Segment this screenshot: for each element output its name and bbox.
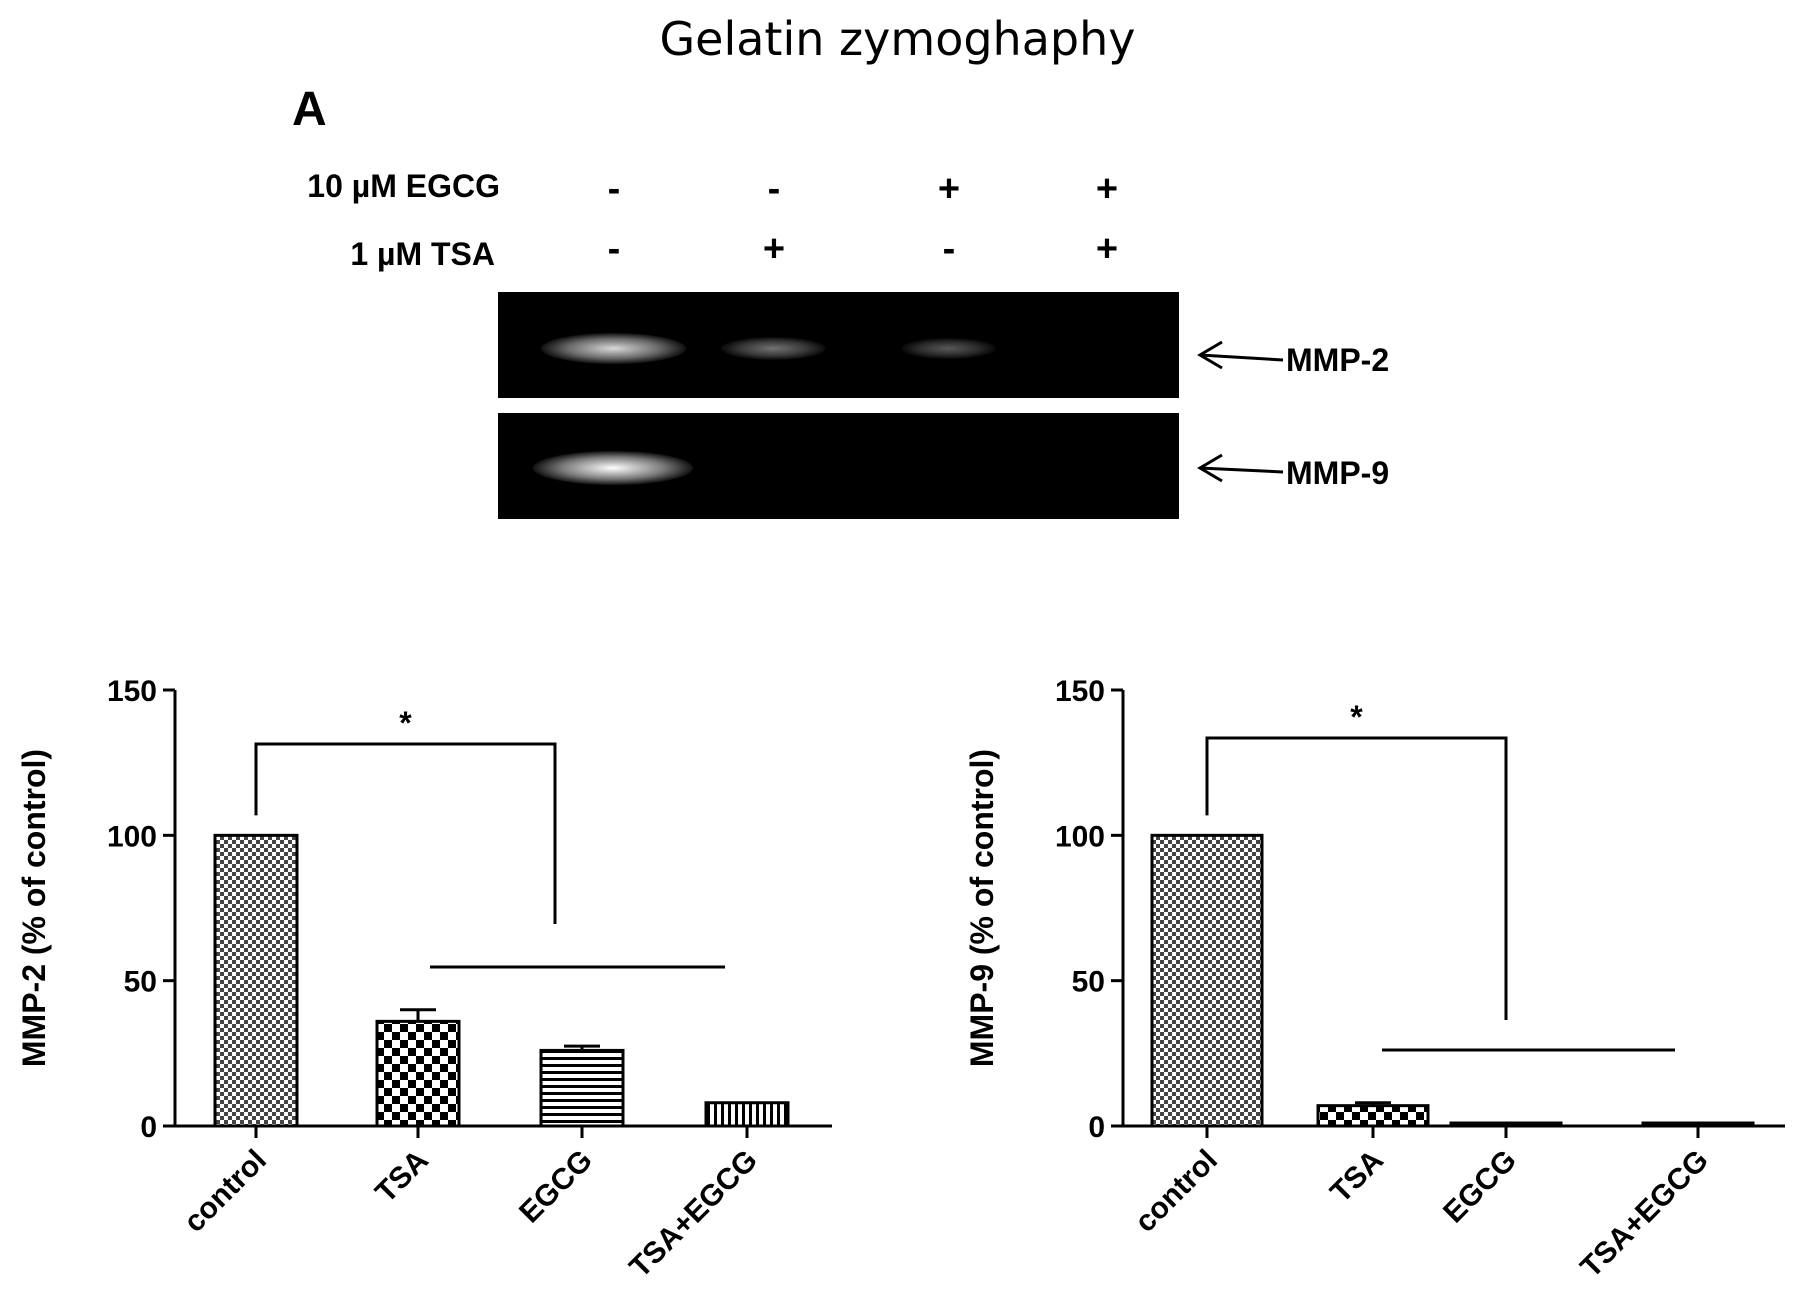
x-tick-label: TSA [1324, 1144, 1390, 1210]
gel-band-mmp-2-lane-3 [900, 337, 996, 359]
bar-egcg [539, 1048, 625, 1128]
y-tick-label: 100 [1055, 820, 1105, 853]
gel-band-mmp-9-lane-1 [533, 451, 693, 485]
bar-control [213, 833, 299, 1128]
bar-control [1150, 833, 1264, 1128]
sign-egcg-lane-3: + [937, 168, 961, 210]
x-tick-label: EGCG [513, 1144, 599, 1230]
bar-tsa+egcg [704, 1101, 790, 1128]
panel-label: A [292, 83, 327, 136]
condition-label-tsa: 1 µM TSA [350, 236, 495, 272]
condition-label-egcg: 10 µM EGCG [307, 168, 500, 204]
significance-bracket [254, 742, 557, 924]
figure-title: Gelatin zymoghaphy [659, 12, 1136, 66]
band-label-mmp-2: MMP-2 [1286, 342, 1390, 378]
y-axis-label: MMP-9 (% of control) [964, 749, 1000, 1067]
bar-tsa [1316, 1104, 1430, 1128]
gel-strip-mmp-9 [498, 413, 1179, 519]
sign-tsa-lane-4: + [1095, 228, 1119, 270]
sign-egcg-lane-1: - [607, 168, 621, 210]
x-tick-label: TSA+EGCG [1574, 1144, 1715, 1285]
x-tick-label: control [178, 1144, 273, 1239]
significance-star: * [399, 705, 412, 741]
sign-tsa-lane-1: - [607, 228, 621, 270]
sign-egcg-lane-4: + [1095, 168, 1119, 210]
x-tick-label: control [1129, 1144, 1224, 1239]
y-tick-label: 50 [124, 966, 157, 999]
significance-bracket [1205, 736, 1508, 1020]
gel-band-mmp-2-lane-2 [720, 336, 826, 360]
x-tick-label: TSA [369, 1144, 435, 1210]
significance-star: * [1350, 699, 1363, 735]
gel-strip-mmp-2 [498, 292, 1179, 398]
sign-tsa-lane-3: - [942, 228, 956, 270]
sign-egcg-lane-2: - [767, 168, 781, 210]
y-tick-label: 50 [1072, 966, 1105, 999]
y-tick-label: 0 [1088, 1111, 1105, 1144]
x-tick-label: TSA+EGCG [623, 1144, 764, 1285]
bar-tsa+egcg [1641, 1121, 1755, 1128]
x-tick-label: EGCG [1437, 1144, 1523, 1230]
sign-tsa-lane-2: + [762, 228, 786, 270]
band-label-mmp-9: MMP-9 [1286, 455, 1390, 491]
bar-egcg [1449, 1121, 1563, 1128]
y-tick-label: 0 [140, 1111, 157, 1144]
y-tick-label: 150 [107, 675, 157, 708]
gel-band-mmp-2-lane-1 [540, 332, 686, 364]
bar-tsa [375, 1019, 461, 1128]
y-axis-label: MMP-2 (% of control) [16, 749, 52, 1067]
y-tick-label: 100 [107, 820, 157, 853]
y-tick-label: 150 [1055, 675, 1105, 708]
